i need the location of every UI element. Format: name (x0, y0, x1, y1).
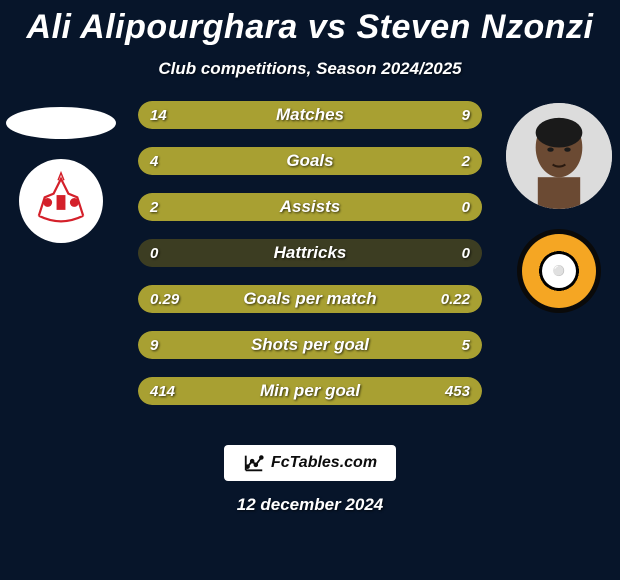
stat-value-left: 4 (150, 153, 158, 170)
stat-value-right: 0 (462, 245, 470, 262)
stat-bars: 14 Matches 9 4 Goals 2 2 Assists 0 0 Hattricks 0 0.2… (138, 101, 482, 405)
stat-bar: 14 Matches 9 (138, 101, 482, 129)
subtitle: Club competitions, Season 2024/2025 (0, 59, 620, 79)
stat-label: Assists (280, 197, 340, 217)
player-face-icon (506, 103, 612, 209)
stat-bar: 414 Min per goal 453 (138, 377, 482, 405)
stat-bar: 9 Shots per goal 5 (138, 331, 482, 359)
stat-value-right: 0 (462, 199, 470, 216)
stat-value-right: 5 (462, 337, 470, 354)
stat-label: Goals per match (243, 289, 376, 309)
stat-value-right: 0.22 (441, 291, 470, 308)
right-player-column: ⚪ (504, 103, 614, 313)
stat-value-left: 0.29 (150, 291, 179, 308)
stat-bar: 0.29 Goals per match 0.22 (138, 285, 482, 313)
stat-label: Matches (276, 105, 344, 125)
stat-value-left: 2 (150, 199, 158, 216)
chart-icon (243, 452, 265, 474)
right-club-logo: ⚪ (517, 229, 601, 313)
comparison-chart: ⚪ 14Matches94Goals22Assists00Hattricks00… (0, 97, 620, 427)
stat-value-right: 9 (462, 107, 470, 124)
left-player-photo (6, 107, 116, 139)
stat-label: Min per goal (260, 381, 360, 401)
page-title: Ali Alipourghara vs Steven Nzonzi (0, 0, 620, 47)
stat-value-left: 0 (150, 245, 158, 262)
branding-text: FcTables.com (271, 454, 377, 472)
stat-value-right: 453 (445, 383, 470, 400)
persepolis-logo-icon (24, 164, 98, 238)
stat-value-right: 2 (462, 153, 470, 170)
stat-bar: 4 Goals 2 (138, 147, 482, 175)
left-player-column (6, 97, 116, 243)
stat-value-left: 9 (150, 337, 158, 354)
left-club-logo (19, 159, 103, 243)
stat-value-left: 14 (150, 107, 167, 124)
sepahan-logo-inner: ⚪ (542, 254, 576, 288)
stat-label: Goals (286, 151, 333, 171)
stat-value-left: 414 (150, 383, 175, 400)
stat-label: Hattricks (274, 243, 347, 263)
stat-bar: 2 Assists 0 (138, 193, 482, 221)
date-label: 12 december 2024 (0, 495, 620, 515)
stat-bar: 0 Hattricks 0 (138, 239, 482, 267)
branding-badge: FcTables.com (224, 445, 396, 481)
right-player-photo (506, 103, 612, 209)
stat-label: Shots per goal (251, 335, 369, 355)
